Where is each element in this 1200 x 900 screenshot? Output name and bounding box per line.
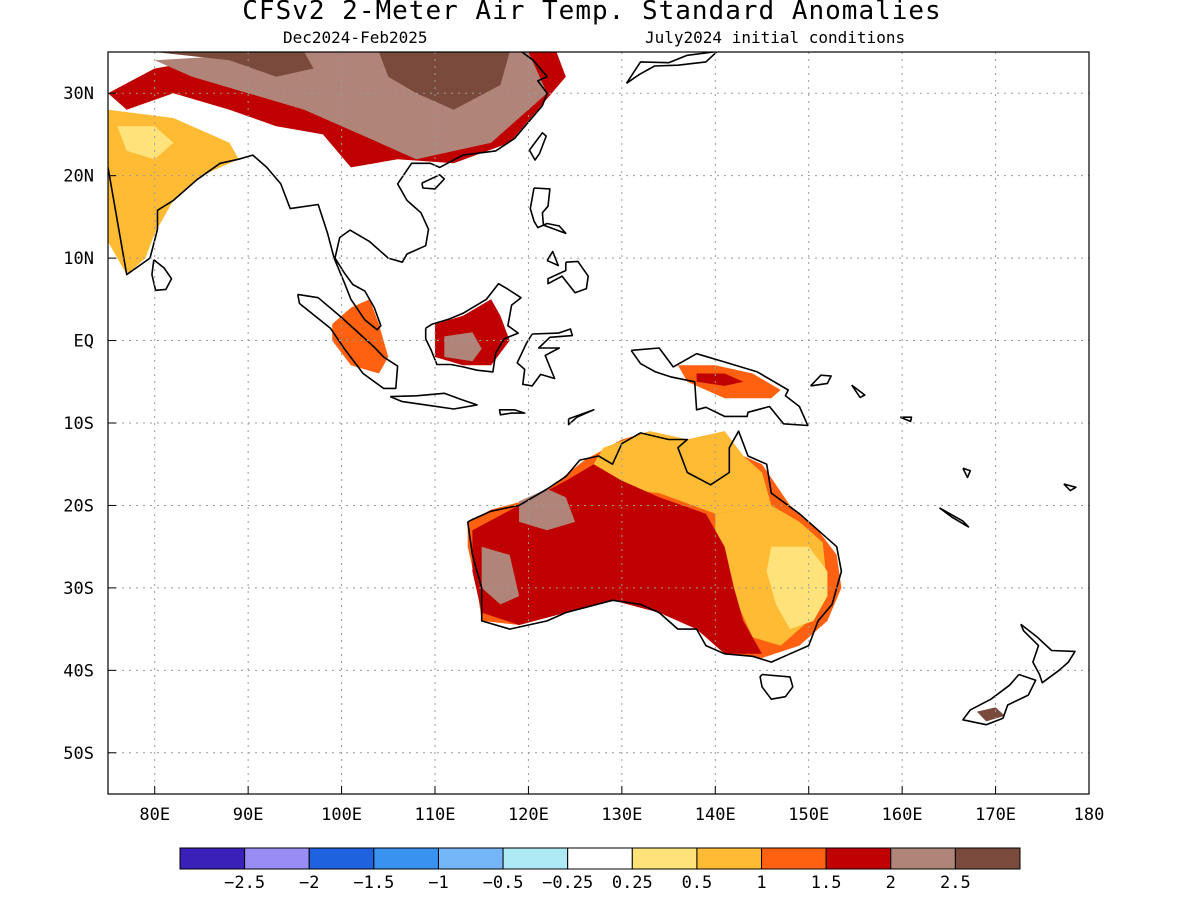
coastline (1063, 483, 1077, 492)
lat-tick-label: 10S (63, 414, 94, 434)
colorbar-swatch (308, 847, 375, 870)
colorbar-swatch (761, 847, 827, 870)
lat-tick-label: EQ (74, 332, 94, 352)
anomaly-region-australia-wa-darkred-2 (481, 546, 520, 605)
anomaly-fill-layer (108, 52, 1005, 722)
lon-tick-label: 160E (882, 805, 923, 825)
colorbar-label: −2 (299, 873, 319, 893)
coastline (108, 52, 548, 331)
coastline-layer (108, 52, 1077, 726)
lon-tick-label: 90E (233, 805, 264, 825)
lon-tick-label: 100E (321, 805, 362, 825)
lon-tick-label: 170E (975, 805, 1016, 825)
lat-tick-label: 30S (63, 579, 94, 599)
coastline (1020, 623, 1076, 684)
colorbar-swatch (437, 847, 504, 870)
coastline (962, 673, 1037, 726)
map-title: CFSv2 2-Meter Air Temp. Standard Anomali… (242, 0, 942, 26)
colorbar-swatch (890, 847, 956, 870)
lon-tick-label: 150E (788, 805, 829, 825)
anomaly-region-australia-wa-darkred (519, 489, 576, 531)
colorbar-label: −1 (428, 873, 448, 893)
coastline (899, 416, 913, 423)
colorbar-swatch (502, 847, 569, 870)
lon-tick-label: 110E (415, 805, 456, 825)
lon-tick-label: 140E (695, 805, 736, 825)
anomaly-region-new-zealand-south-brown (976, 707, 1005, 722)
anomaly-region-borneo-darkred (444, 332, 482, 362)
anomaly-region-sumatra-orange (332, 299, 389, 374)
coastline (939, 507, 970, 528)
longitude-labels: 80E 90E 100E 110E 120E 130E 140E 150E 160E 170E 18… (139, 805, 1104, 825)
colorbar-swatch (825, 847, 892, 870)
colorbar-label: 1.5 (811, 873, 842, 893)
lat-tick-label: 40S (63, 661, 94, 681)
map-frame (107, 51, 1090, 795)
colorbar-swatch (954, 847, 1021, 870)
colorbar-swatch (179, 847, 246, 870)
coastline (498, 408, 526, 416)
colorbar-swatch (696, 847, 763, 870)
coastline (962, 467, 972, 479)
lat-tick-label: 30N (63, 84, 94, 104)
lon-tick-label: 120E (508, 805, 549, 825)
anomaly-region-tibet-brown (154, 52, 314, 77)
colorbar-swatch (631, 847, 698, 870)
lon-tick-label: 130E (601, 805, 642, 825)
coastline (630, 347, 809, 427)
colorbar-label: 1 (756, 873, 766, 893)
anomaly-region-indochina-blue (341, 200, 426, 250)
lon-tick-label: 80E (139, 805, 170, 825)
coastline (296, 293, 399, 390)
lat-tick-label: 20N (63, 167, 94, 187)
anomaly-region-india-white (117, 126, 174, 160)
coastline (424, 282, 522, 373)
anomaly-region-australia-southeast-white (766, 546, 828, 630)
colorbar-label: 2.5 (940, 873, 971, 893)
initial-conditions: July2024 initial conditions (645, 28, 906, 47)
lat-tick-label: 10N (63, 249, 94, 269)
colorbar-label: −0.25 (542, 873, 593, 893)
colorbar-label: −0.5 (483, 873, 524, 893)
graticule (108, 52, 1090, 794)
coastline (547, 260, 590, 294)
coastline (389, 392, 478, 410)
colorbar-label: −2.5 (224, 873, 265, 893)
coastline (851, 384, 866, 399)
lat-tick-label: 50S (63, 744, 94, 764)
colorbar-label: 0.5 (682, 873, 713, 893)
colorbar-swatch (567, 847, 633, 870)
colorbar-swatch (244, 847, 310, 870)
colorbar-label: −1.5 (353, 873, 394, 893)
forecast-period: Dec2024-Feb2025 (283, 28, 428, 47)
lon-tick-label: 180 (1074, 805, 1105, 825)
coastline (759, 673, 794, 701)
coastline (151, 259, 173, 292)
coastline (528, 132, 548, 161)
anomaly-region-australia-north-yellow (593, 431, 772, 514)
lat-tick-label: 20S (63, 496, 94, 516)
colorbar: −2.5 −2 −1.5 −1 −0.5 −0.25 0.25 0.5 1 1.5 2 2.5 (179, 847, 1021, 893)
coastline (625, 52, 718, 84)
coastline (567, 408, 595, 426)
coastline (421, 174, 446, 190)
colorbar-swatch (373, 847, 439, 870)
coastline (810, 374, 832, 387)
latitude-labels: 30N 20N 10N EQ 10S 20S 30S 40S 50S (63, 84, 94, 764)
colorbar-label: 0.25 (612, 873, 653, 893)
coastline (546, 250, 560, 267)
coastline (529, 187, 567, 235)
anomaly-region-china-brown (378, 52, 510, 110)
colorbar-label: 2 (886, 873, 896, 893)
anomaly-region-new-guinea-red (696, 373, 744, 386)
coastline (516, 328, 574, 387)
